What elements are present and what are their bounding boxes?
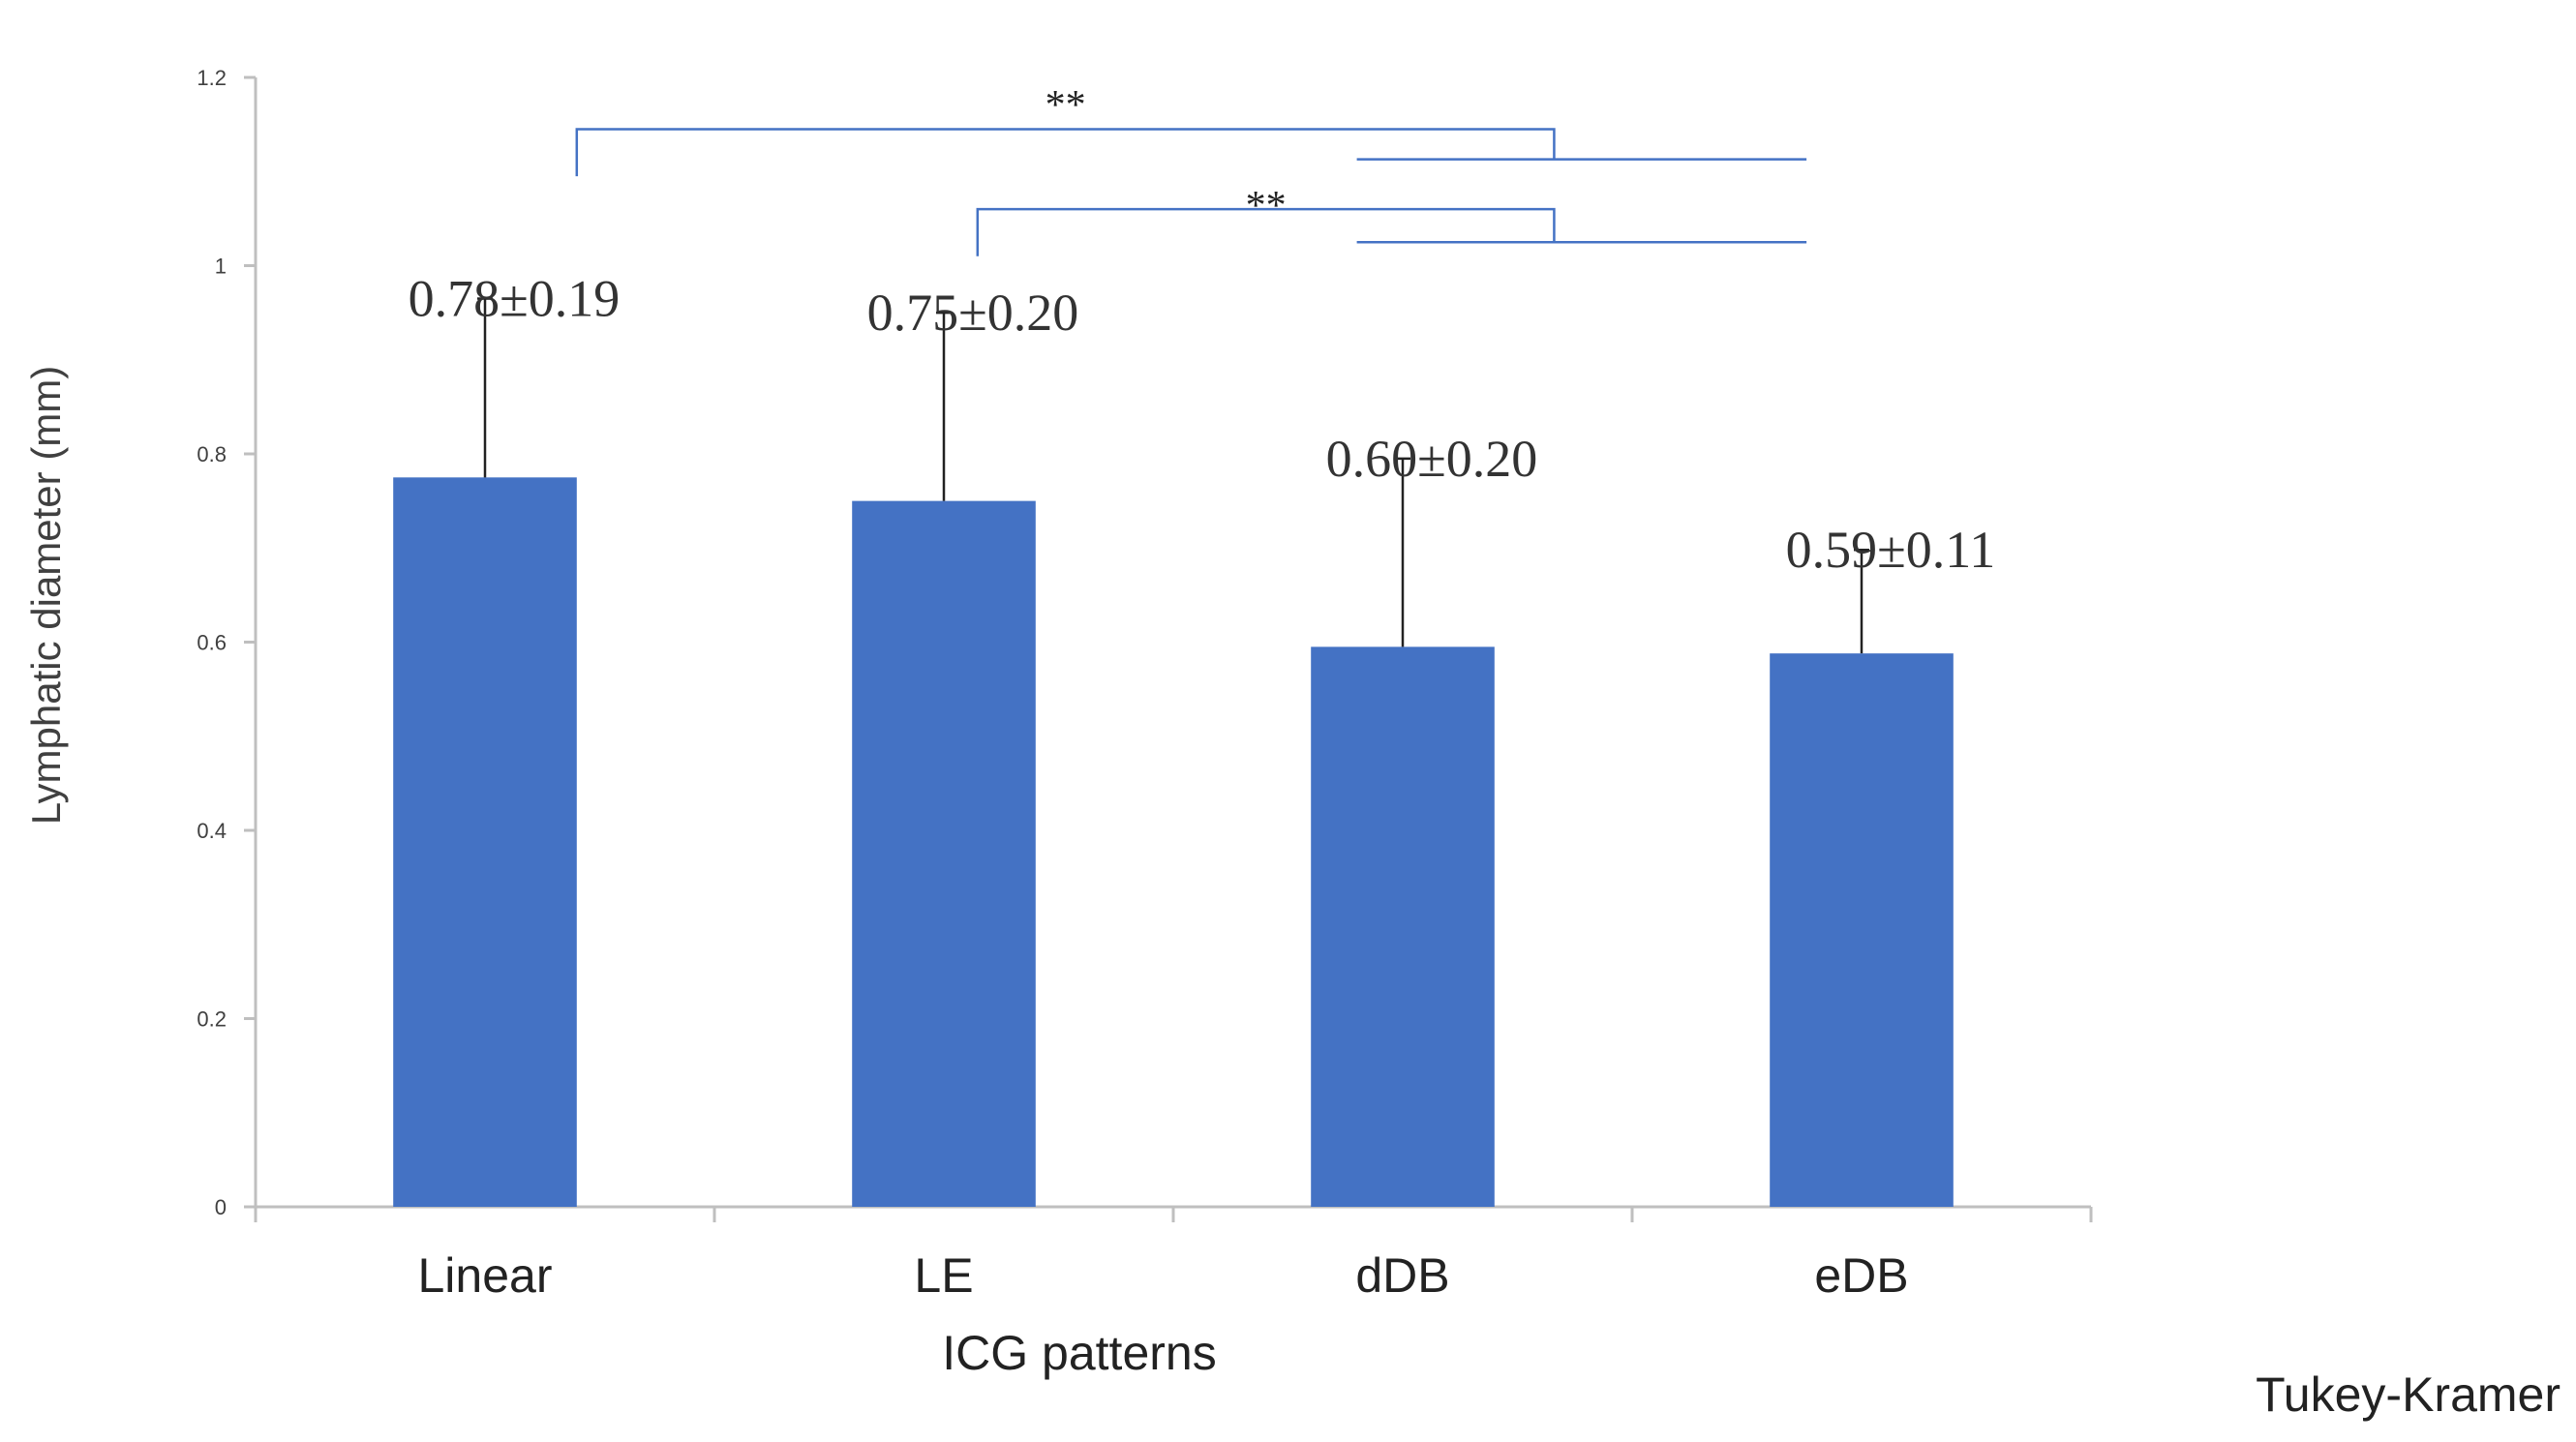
- bar-series: [393, 477, 1954, 1207]
- y-tick-label: 1: [215, 255, 227, 279]
- bar-edb: [1770, 653, 1954, 1207]
- significance-label: **: [1046, 83, 1086, 128]
- y-tick-label: 0: [215, 1195, 227, 1219]
- significance-bracket: [976, 207, 1556, 256]
- x-axis-ticks: [254, 1207, 2093, 1222]
- data-label-edb: 0.59±0.11: [1786, 521, 1996, 579]
- bar-ddb: [1311, 646, 1495, 1207]
- y-tick-label: 0.6: [197, 631, 227, 655]
- y-tick-label: 0.4: [197, 819, 227, 843]
- data-label-linear: 0.78±0.19: [409, 270, 621, 328]
- bar-le: [852, 500, 1036, 1207]
- y-axis-ticks: 0 0.2 0.4 0.6 0.8 1 1.2: [197, 66, 256, 1219]
- significance-brackets: ** **: [575, 83, 1807, 256]
- category-labels: Linear LE dDB eDB: [418, 1248, 1909, 1303]
- category-label-linear: Linear: [418, 1248, 553, 1303]
- data-label-le: 0.75±0.20: [867, 284, 1079, 342]
- significance-bracket: [575, 128, 1556, 177]
- error-bars: [477, 297, 1869, 654]
- category-label-le: LE: [914, 1248, 973, 1303]
- y-tick-label: 0.2: [197, 1007, 227, 1032]
- bar-linear: [393, 477, 577, 1207]
- method-note: Tukey-Kramer: [2256, 1367, 2561, 1422]
- category-label-edb: eDB: [1814, 1248, 1908, 1303]
- y-tick-label: 0.8: [197, 442, 227, 466]
- data-label-ddb: 0.60±0.20: [1326, 430, 1538, 488]
- category-label-ddb: dDB: [1355, 1248, 1449, 1303]
- data-labels: 0.78±0.19 0.75±0.20 0.60±0.20 0.59±0.11: [409, 270, 1996, 580]
- y-tick-label: 1.2: [197, 66, 227, 90]
- significance-label: **: [1246, 184, 1287, 228]
- y-axis-title: Lymphatic diameter (mm): [23, 366, 69, 826]
- x-axis-title: ICG patterns: [942, 1326, 1216, 1380]
